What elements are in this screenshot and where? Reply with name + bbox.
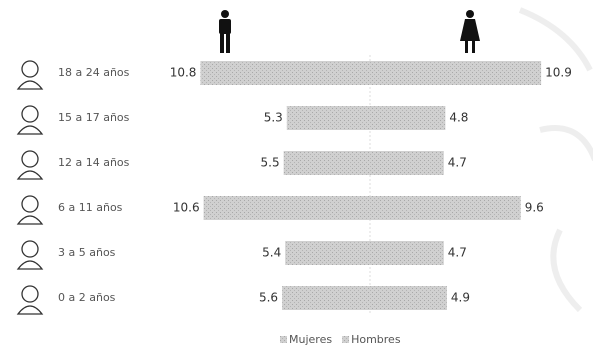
value-label: 4.8 xyxy=(449,111,468,125)
bar xyxy=(283,151,370,175)
bar xyxy=(370,106,446,130)
bar xyxy=(370,286,447,310)
bar xyxy=(282,286,370,310)
bar xyxy=(370,196,521,220)
bar xyxy=(286,106,370,130)
category-label: 6 a 11 años xyxy=(58,201,123,214)
bar xyxy=(370,241,444,265)
age-icon xyxy=(21,105,39,123)
age-icon xyxy=(16,80,44,90)
age-icon xyxy=(21,150,39,168)
value-label: 5.4 xyxy=(262,246,281,260)
value-label: 4.9 xyxy=(451,291,470,305)
value-label: 5.6 xyxy=(259,291,278,305)
age-icon xyxy=(21,285,39,303)
value-label: 10.9 xyxy=(545,66,572,80)
value-label: 9.6 xyxy=(525,201,544,215)
legend-label: Hombres xyxy=(351,333,401,346)
value-label: 4.7 xyxy=(448,156,467,170)
bar xyxy=(285,241,370,265)
category-label: 18 a 24 años xyxy=(58,66,130,79)
woman-icon xyxy=(460,10,480,53)
age-icon xyxy=(21,60,39,78)
bar xyxy=(203,196,370,220)
category-label: 15 a 17 años xyxy=(58,111,130,124)
man-icon xyxy=(219,10,231,53)
bar xyxy=(200,61,370,85)
value-label: 10.6 xyxy=(173,201,200,215)
value-label: 5.3 xyxy=(264,111,283,125)
category-label: 3 a 5 años xyxy=(58,246,116,259)
legend-swatch xyxy=(342,336,350,343)
value-label: 10.8 xyxy=(170,66,197,80)
age-icon xyxy=(16,215,44,225)
category-label: 12 a 14 años xyxy=(58,156,130,169)
age-icon xyxy=(16,260,44,270)
decoration xyxy=(518,7,593,313)
value-label: 4.7 xyxy=(448,246,467,260)
bar xyxy=(370,151,444,175)
age-icon xyxy=(16,125,44,135)
category-label: 0 a 2 años xyxy=(58,291,116,304)
age-icon xyxy=(16,305,44,315)
legend-swatch xyxy=(280,336,287,343)
legend-label: Mujeres xyxy=(289,333,332,346)
bar xyxy=(370,61,542,85)
value-label: 5.5 xyxy=(261,156,280,170)
age-icon xyxy=(16,170,44,180)
age-icon xyxy=(21,240,39,258)
age-icon xyxy=(21,195,39,213)
